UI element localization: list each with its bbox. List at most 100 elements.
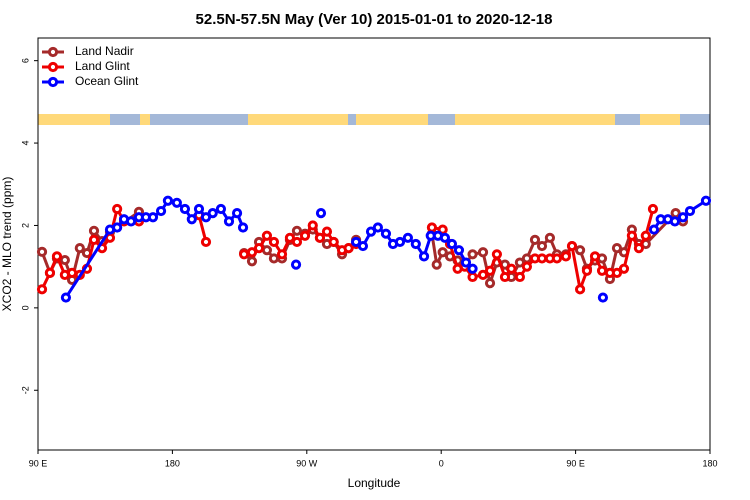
data-point (179, 203, 191, 215)
data-point (223, 216, 235, 227)
data-point (147, 212, 159, 223)
data-point (372, 222, 383, 233)
data-point (431, 259, 442, 270)
data-point (246, 247, 258, 258)
data-point (112, 203, 123, 215)
data-point (186, 214, 197, 225)
data-point (307, 220, 318, 231)
data-point (484, 265, 496, 276)
data-point (51, 251, 63, 262)
data-point (626, 230, 637, 241)
data-point (684, 205, 696, 217)
x-tick-label: 0 (439, 458, 444, 468)
data-point (200, 212, 212, 223)
data-point (418, 251, 430, 262)
data-point (314, 232, 326, 243)
data-point (677, 212, 689, 223)
data-point (350, 236, 362, 248)
y-tick-label: 4 (20, 141, 30, 146)
land-ocean-strip (38, 114, 710, 125)
data-point (514, 257, 525, 268)
data-point (521, 261, 533, 272)
chart-title: 52.5N-57.5N May (Ver 10) 2015-01-01 to 2… (196, 11, 553, 28)
data-point (506, 263, 517, 274)
data-point (125, 216, 137, 227)
data-point (291, 236, 303, 248)
data-point (261, 245, 273, 256)
data-point (596, 265, 608, 276)
data-point (155, 205, 167, 217)
data-point (268, 236, 280, 248)
legend-label: Ocean Glint (75, 74, 139, 88)
data-point (453, 245, 465, 256)
data-point (343, 243, 354, 254)
data-point (574, 284, 586, 295)
x-tick-label: 180 (702, 458, 717, 468)
x-tick-label: 90 E (29, 458, 48, 468)
data-point (514, 271, 525, 283)
data-point (44, 267, 56, 278)
data-point (581, 265, 593, 276)
legend-marker (47, 76, 59, 88)
data-point (237, 222, 249, 233)
data-point (380, 228, 392, 239)
data-point (477, 269, 489, 280)
data-point (544, 232, 556, 243)
data-point (477, 247, 489, 258)
data-point (499, 271, 511, 283)
data-point (410, 238, 421, 250)
data-point (597, 292, 609, 303)
data-point (231, 208, 243, 219)
data-point (36, 246, 48, 257)
y-tick-label: 0 (20, 305, 30, 310)
data-point (611, 243, 623, 254)
data-point (291, 225, 303, 236)
data-point (648, 224, 660, 235)
data-point (536, 240, 548, 252)
y-tick-label: -2 (20, 386, 30, 394)
legend-label: Land Glint (75, 59, 130, 73)
data-point (261, 230, 273, 241)
data-point (321, 226, 333, 237)
data-point (200, 236, 212, 248)
data-point (394, 236, 406, 248)
x-tick-label: 90 W (296, 458, 318, 468)
data-point (268, 253, 280, 264)
data-point (589, 251, 601, 262)
data-point (36, 284, 48, 295)
data-point (207, 208, 218, 219)
x-tick-label: 90 E (566, 458, 585, 468)
data-point (460, 257, 472, 268)
data-point (491, 249, 503, 260)
data-point (467, 249, 478, 260)
data-point (59, 254, 70, 266)
data-point (611, 267, 623, 278)
data-point (246, 256, 258, 267)
data-point (88, 225, 100, 236)
data-point (426, 222, 438, 233)
data-point (60, 292, 72, 303)
y-axis-label: XCO2 - MLO trend (ppm) (0, 177, 14, 312)
data-point (484, 278, 496, 289)
y-tick-label: 6 (20, 58, 30, 63)
data-point (276, 249, 288, 260)
data-point (521, 253, 533, 264)
data-point (299, 230, 311, 241)
data-point (640, 230, 651, 241)
data-point (700, 195, 712, 206)
legend-marker (47, 61, 59, 73)
data-point (402, 232, 413, 243)
data-point (467, 263, 478, 274)
data-point (536, 253, 548, 264)
data-point (290, 259, 302, 270)
data-point (215, 203, 227, 215)
data-point (66, 267, 78, 278)
x-axis-label: Longitude (348, 476, 401, 490)
data-point (162, 195, 174, 206)
data-point (88, 234, 100, 245)
x-tick-label: 180 (165, 458, 180, 468)
legend-label: Land Nadir (75, 44, 134, 58)
legend-marker (47, 46, 59, 58)
data-point (74, 243, 85, 254)
